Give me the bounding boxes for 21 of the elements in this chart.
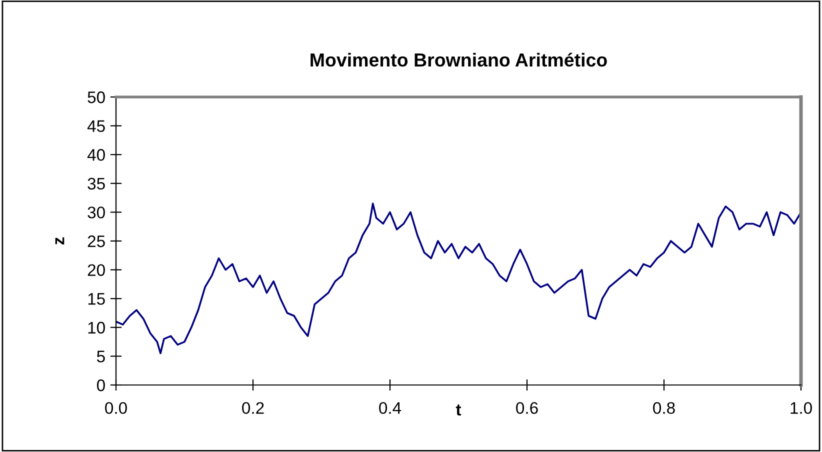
x-tick-label: 1.0	[790, 402, 812, 414]
x-tick-label: 0.0	[105, 402, 127, 414]
x-tick-label: 0.8	[653, 402, 675, 414]
y-tick-label: 30	[88, 206, 105, 218]
line-series	[116, 202, 801, 354]
x-tick-label: 0.6	[516, 402, 538, 414]
y-tick-label: 20	[88, 264, 105, 276]
x-axis-title: t	[456, 404, 462, 416]
y-tick-label: 10	[88, 322, 105, 334]
y-tick-label: 35	[88, 178, 105, 190]
y-tick-label: 40	[87, 149, 105, 161]
y-tick-label: 50	[88, 91, 105, 104]
y-tick-label: 45	[87, 120, 105, 132]
y-tick-label: 5	[96, 350, 105, 362]
x-tick-label: 0.4	[379, 402, 402, 414]
y-tick-label: 15	[88, 293, 105, 305]
y-tick-label: 25	[88, 235, 105, 248]
chart-title: Movimento Browniano Aritmético	[310, 52, 607, 67]
y-tick-label: 0	[96, 379, 105, 392]
x-tick-label: 0.2	[242, 402, 264, 414]
y-axis-title: z	[55, 237, 64, 244]
